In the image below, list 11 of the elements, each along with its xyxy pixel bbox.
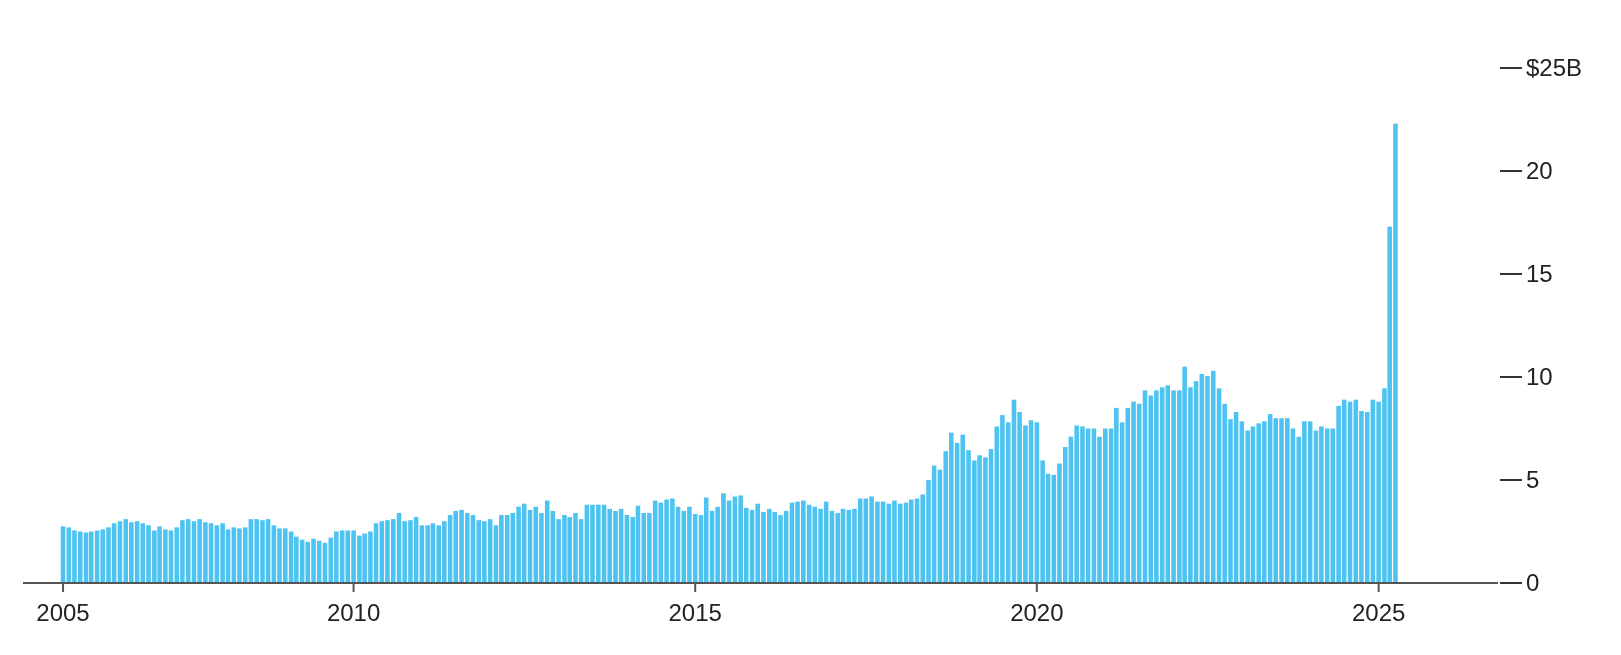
y-tick-label: 5 [1526, 466, 1540, 494]
x-tick-label: 2025 [1351, 599, 1406, 626]
x-tick-label: 2010 [326, 599, 381, 626]
x-tick-label: 2015 [668, 599, 722, 626]
y-tick-label: $25B [1526, 54, 1583, 82]
x-tick-label: 2020 [1010, 599, 1064, 626]
y-tick-label: 20 [1526, 157, 1553, 185]
x-tick-label: 2005 [36, 599, 90, 626]
y-tick-label: 0 [1526, 569, 1540, 597]
y-tick-label: 10 [1526, 363, 1553, 391]
y-tick-label: 15 [1526, 260, 1553, 288]
